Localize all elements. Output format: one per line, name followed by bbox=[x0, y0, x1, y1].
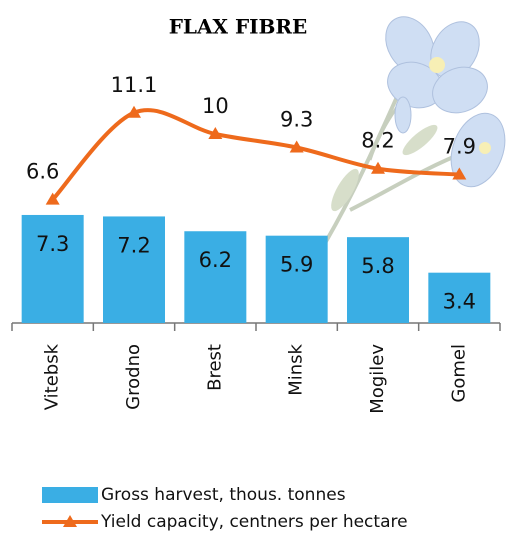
data-label: 11.1 bbox=[111, 73, 158, 97]
data-label: 5.9 bbox=[280, 253, 313, 277]
data-label: 7.3 bbox=[36, 232, 69, 256]
bar bbox=[184, 231, 246, 323]
data-label: 7.2 bbox=[117, 233, 150, 257]
data-label: 3.4 bbox=[443, 290, 476, 314]
bar bbox=[266, 236, 328, 323]
x-tick-label: Vitebsk bbox=[42, 343, 63, 410]
x-tick-label: Brest bbox=[204, 344, 225, 391]
chart: FLAX FIBRE Vitebsk Grodno Brest Minsk Mogile… bbox=[0, 0, 513, 535]
x-tick-label: Gomel bbox=[448, 344, 469, 403]
data-label: 9.3 bbox=[280, 108, 313, 132]
chart-title: FLAX FIBRE bbox=[169, 15, 308, 39]
data-label: 6.2 bbox=[199, 248, 232, 272]
x-tick-label: Minsk bbox=[286, 343, 307, 395]
x-tick-label: Mogilev bbox=[367, 344, 388, 414]
data-label: 10 bbox=[202, 94, 229, 118]
x-tick-label: Grodno bbox=[123, 344, 144, 410]
data-label: 5.8 bbox=[361, 254, 394, 278]
data-label: 6.6 bbox=[26, 160, 59, 184]
legend-swatch bbox=[42, 487, 98, 503]
bar bbox=[347, 237, 409, 323]
legend-label: Gross harvest, thous. tonnes bbox=[101, 485, 346, 505]
data-label: 7.9 bbox=[443, 135, 476, 159]
data-label: 8.2 bbox=[361, 129, 394, 153]
legend-label: Yield capacity, centners per hectare bbox=[100, 512, 408, 532]
flax-illustration bbox=[310, 8, 513, 268]
bar bbox=[103, 216, 165, 323]
